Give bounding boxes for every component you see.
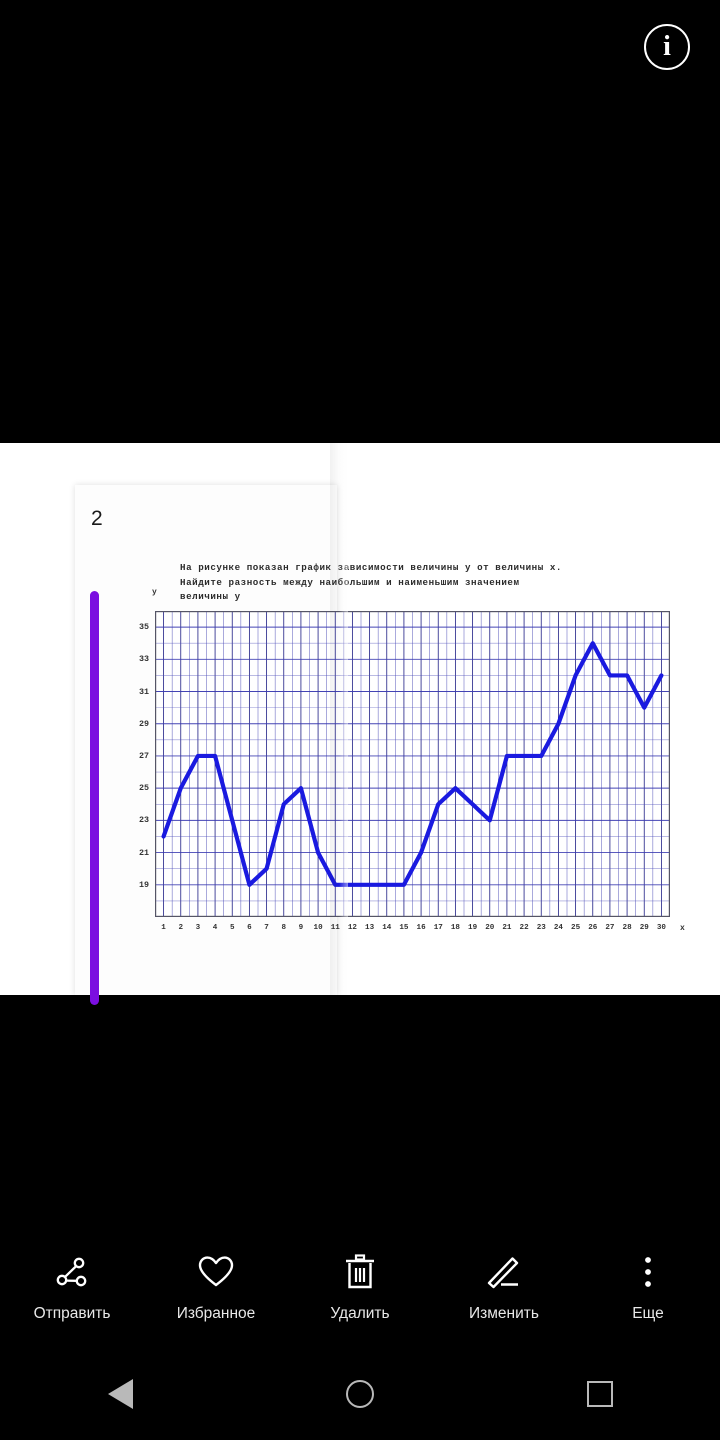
action-share-label: Отправить [33,1304,111,1322]
photo-canvas[interactable]: 2 [0,443,720,1005]
nav-back-button[interactable] [60,1364,180,1424]
action-share[interactable]: Отправить [0,1252,144,1323]
android-nav-bar [0,1347,720,1440]
problem-number: 2 [91,507,103,530]
action-edit-label: Изменить [469,1304,539,1322]
info-icon[interactable]: i [644,24,690,70]
nav-recents-button[interactable] [540,1364,660,1424]
action-delete-label: Удалить [330,1304,390,1322]
action-more[interactable]: Еще [576,1252,720,1323]
nav-home-button[interactable] [300,1364,420,1424]
action-more-label: Еще [632,1304,664,1322]
heart-icon [198,1255,234,1286]
recents-square-icon [587,1380,613,1407]
action-delete[interactable]: Удалить [288,1252,432,1323]
back-triangle-icon [107,1378,133,1409]
more-vertical-icon [645,1256,651,1287]
action-favorite[interactable]: Избранное [144,1252,288,1323]
home-circle-icon [346,1379,374,1408]
top-bar: i [0,0,720,100]
share-icon [56,1257,87,1286]
action-toolbar: Отправить Избранное Удалить [0,1227,720,1347]
info-icon-glyph: i [663,31,671,62]
action-edit[interactable]: Изменить [432,1252,576,1323]
accent-bar [90,591,99,1005]
action-favorite-label: Избранное [176,1304,256,1322]
document-card: 2 [75,485,337,1005]
trash-icon [346,1253,374,1288]
pencil-icon [487,1256,519,1288]
